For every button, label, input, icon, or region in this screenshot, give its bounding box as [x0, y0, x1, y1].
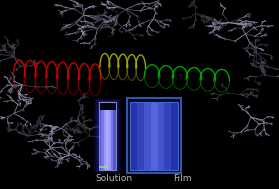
Bar — [171, 102, 178, 170]
Text: Solution: Solution — [96, 174, 133, 183]
Bar — [113, 110, 116, 170]
Bar — [94, 99, 121, 174]
Bar — [102, 110, 104, 170]
Bar — [99, 102, 116, 170]
Bar — [164, 102, 171, 170]
Bar — [158, 102, 164, 170]
Bar — [137, 102, 144, 170]
Bar — [98, 101, 117, 171]
Bar — [109, 110, 111, 170]
Bar — [96, 100, 119, 172]
Bar — [99, 110, 102, 170]
Bar — [106, 110, 109, 170]
Bar — [130, 102, 178, 170]
Bar — [111, 110, 113, 170]
Bar — [144, 102, 151, 170]
Bar — [104, 110, 106, 170]
Bar — [127, 98, 181, 173]
Bar — [151, 102, 158, 170]
Text: Film: Film — [174, 174, 192, 183]
Bar — [130, 102, 137, 170]
Bar — [99, 102, 116, 110]
